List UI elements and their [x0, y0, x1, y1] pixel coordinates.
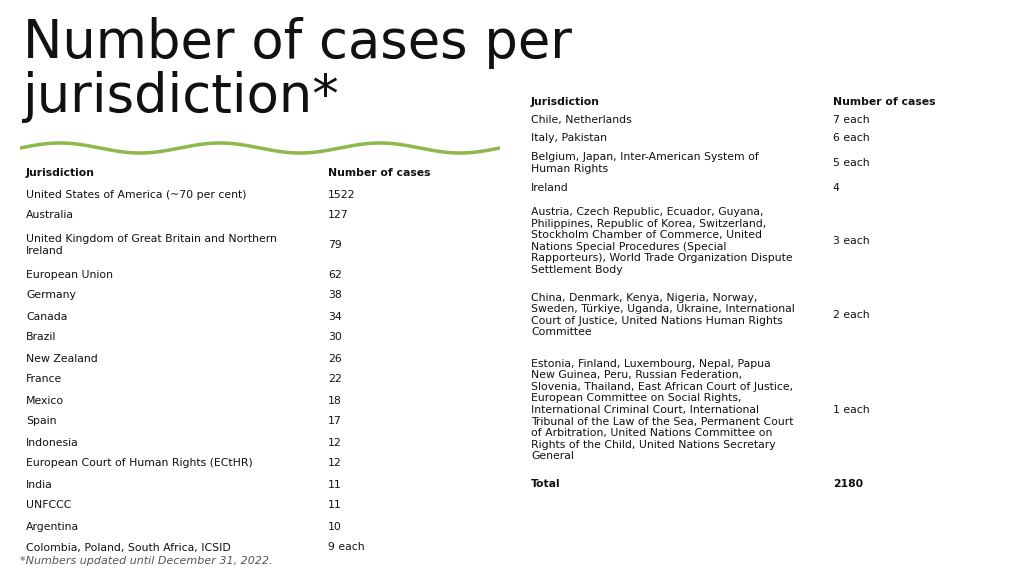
Text: Estonia, Finland, Luxembourg, Nepal, Papua
New Guinea, Peru, Russian Federation,: Estonia, Finland, Luxembourg, Nepal, Pap… [531, 359, 794, 461]
Text: 2 each: 2 each [833, 310, 869, 320]
Text: Chile, Netherlands: Chile, Netherlands [531, 115, 632, 125]
Text: Italy, Pakistan: Italy, Pakistan [531, 133, 607, 143]
Text: 127: 127 [328, 210, 348, 221]
Text: Belgium, Japan, Inter-American System of
Human Rights: Belgium, Japan, Inter-American System of… [531, 152, 759, 174]
Text: Jurisdiction: Jurisdiction [531, 97, 600, 107]
Text: Ireland: Ireland [531, 183, 568, 193]
Text: 18: 18 [328, 396, 342, 406]
Text: 30: 30 [328, 332, 342, 343]
Text: Number of cases per
jurisdiction*: Number of cases per jurisdiction* [23, 17, 571, 123]
Text: Jurisdiction: Jurisdiction [26, 169, 95, 179]
Text: *Numbers updated until December 31, 2022.: *Numbers updated until December 31, 2022… [20, 556, 272, 566]
Text: 17: 17 [328, 416, 342, 426]
Text: Colombia, Poland, South Africa, ICSID: Colombia, Poland, South Africa, ICSID [26, 543, 230, 552]
Text: Mexico: Mexico [26, 396, 65, 406]
Text: France: France [26, 374, 62, 385]
Text: Austria, Czech Republic, Ecuador, Guyana,
Philippines, Republic of Korea, Switze: Austria, Czech Republic, Ecuador, Guyana… [531, 207, 793, 275]
Text: Brazil: Brazil [26, 332, 56, 343]
Text: 12: 12 [328, 438, 342, 448]
Text: United States of America (~70 per cent): United States of America (~70 per cent) [26, 190, 247, 199]
Text: European Court of Human Rights (ECtHR): European Court of Human Rights (ECtHR) [26, 458, 253, 468]
Text: 10: 10 [328, 521, 342, 532]
Text: 9 each: 9 each [328, 543, 365, 552]
Text: 5 each: 5 each [833, 158, 869, 168]
Text: Germany: Germany [26, 290, 76, 301]
Text: 1 each: 1 each [833, 405, 869, 415]
Text: 3 each: 3 each [833, 236, 869, 246]
Text: 2180: 2180 [833, 479, 863, 489]
Text: Number of cases: Number of cases [328, 169, 430, 179]
Text: Indonesia: Indonesia [26, 438, 79, 448]
Text: Australia: Australia [26, 210, 74, 221]
Text: 7 each: 7 each [833, 115, 869, 125]
Text: 4: 4 [833, 183, 840, 193]
Text: United Kingdom of Great Britain and Northern
Ireland: United Kingdom of Great Britain and Nort… [26, 234, 276, 256]
Text: Argentina: Argentina [26, 521, 79, 532]
Text: 34: 34 [328, 312, 342, 321]
Text: 11: 11 [328, 479, 342, 490]
Text: 62: 62 [328, 270, 342, 279]
Text: 38: 38 [328, 290, 342, 301]
Text: 22: 22 [328, 374, 342, 385]
Text: European Union: European Union [26, 270, 113, 279]
Text: Spain: Spain [26, 416, 56, 426]
Text: China, Denmark, Kenya, Nigeria, Norway,
Sweden, Türkiye, Uganda, Ukraine, Intern: China, Denmark, Kenya, Nigeria, Norway, … [531, 293, 795, 338]
Text: 12: 12 [328, 458, 342, 468]
Text: 1522: 1522 [328, 190, 355, 199]
Text: New Zealand: New Zealand [26, 354, 97, 363]
Text: UNFCCC: UNFCCC [26, 501, 72, 510]
Text: 11: 11 [328, 501, 342, 510]
Text: 6 each: 6 each [833, 133, 869, 143]
Text: Canada: Canada [26, 312, 68, 321]
Text: 26: 26 [328, 354, 342, 363]
Text: India: India [26, 479, 53, 490]
Text: Total: Total [531, 479, 560, 489]
Text: 79: 79 [328, 240, 342, 250]
Text: Number of cases: Number of cases [833, 97, 935, 107]
